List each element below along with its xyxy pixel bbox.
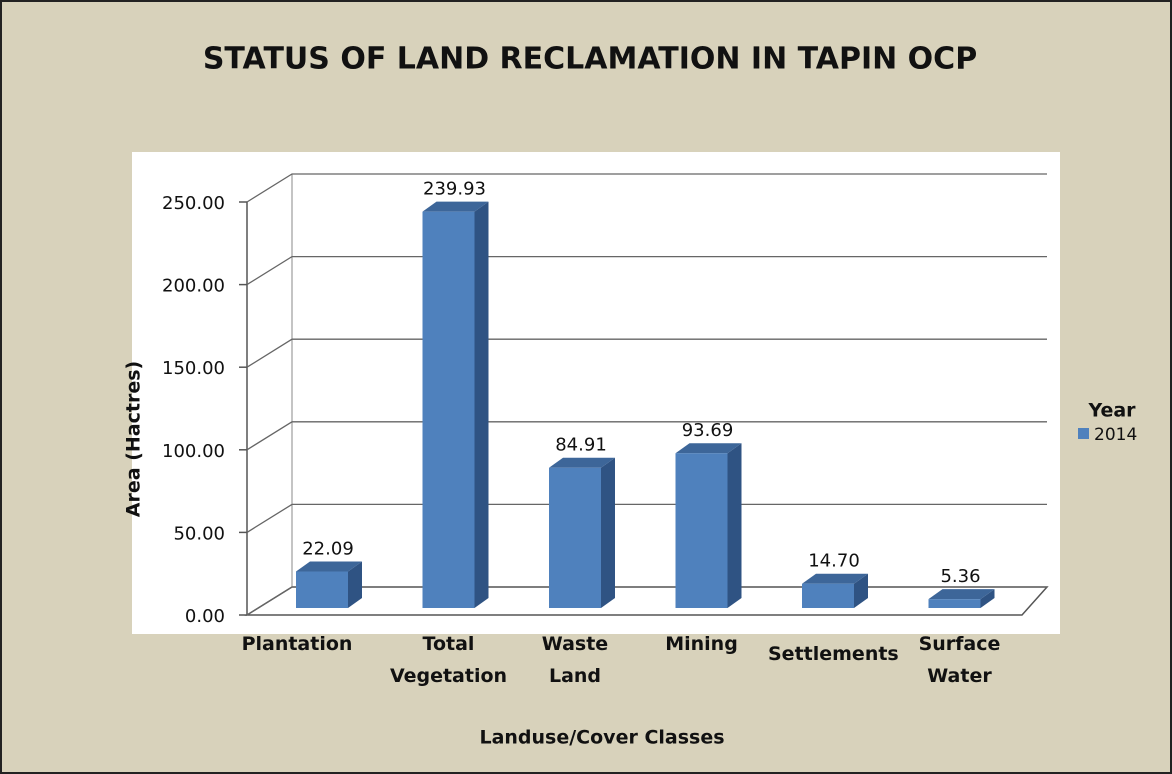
bar-side <box>474 201 489 609</box>
bar-front <box>549 467 601 608</box>
bar-top <box>422 201 489 212</box>
x-tick-label: Waste Land <box>541 633 609 687</box>
y-tick-label: 100.00 <box>162 441 225 462</box>
bar-side <box>854 573 868 608</box>
bar <box>928 589 995 608</box>
bar-front <box>675 453 728 608</box>
y-tick-label: 150.00 <box>162 358 225 379</box>
data-label: 93.69 <box>682 420 734 441</box>
bar <box>296 561 362 608</box>
grid-line <box>246 255 1047 286</box>
grid-line <box>246 338 1047 368</box>
x-tick-label: Mining <box>665 633 738 655</box>
grid-line <box>246 503 1047 533</box>
bar-side <box>601 457 615 608</box>
bar-top <box>802 573 868 584</box>
bar-front <box>296 571 348 608</box>
y-axis-label: Area (Hactres) <box>123 361 145 517</box>
bar <box>802 573 868 608</box>
x-tick-label: Total Vegetation <box>389 633 508 687</box>
x-tick-label: Surface Water <box>918 633 1001 687</box>
bar-side <box>980 589 995 608</box>
y-tick-label: 50.00 <box>173 523 225 544</box>
legend-label: 2014 <box>1094 425 1137 445</box>
data-label: 5.36 <box>940 566 980 587</box>
bar-top <box>549 457 615 468</box>
bar-front <box>928 599 981 608</box>
chart-title: STATUS OF LAND RECLAMATION IN TAPIN OCP <box>203 42 977 77</box>
x-tick-label: Settlements <box>768 643 899 665</box>
data-label: 239.93 <box>423 179 486 200</box>
bar-side <box>348 561 362 608</box>
grid-line <box>246 173 1047 203</box>
legend-title: Year <box>1087 400 1136 422</box>
bar <box>422 201 489 609</box>
bar-front <box>802 583 854 608</box>
y-tick-label: 250.00 <box>162 193 225 214</box>
x-axis-label: Landuse/Cover Classes <box>479 727 724 749</box>
data-label: 22.09 <box>302 539 354 560</box>
y-tick-label: 200.00 <box>162 276 225 297</box>
legend-swatch <box>1078 428 1089 439</box>
bar-top <box>928 589 995 600</box>
y-tick-label: 0.00 <box>185 606 225 627</box>
bar-top <box>675 443 742 454</box>
bar-top <box>296 561 362 572</box>
data-label: 84.91 <box>555 435 607 456</box>
data-label: 14.70 <box>808 551 860 572</box>
bar <box>549 457 615 608</box>
bar <box>675 443 742 608</box>
bar-front <box>422 211 475 609</box>
bar-side <box>727 443 742 608</box>
grid-line <box>246 421 1047 451</box>
x-tick-label: Plantation <box>241 633 353 655</box>
grid-line <box>246 586 1047 616</box>
